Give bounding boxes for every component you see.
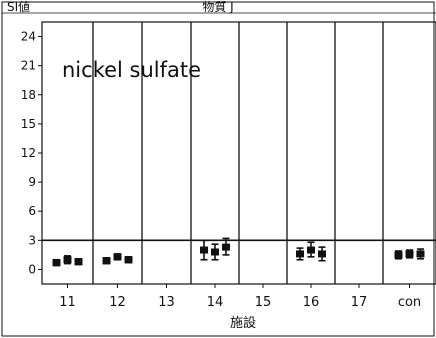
mean-marker: [222, 243, 230, 251]
y-tick-label: 15: [21, 117, 36, 131]
mean-marker: [124, 256, 133, 264]
data-point: [318, 246, 326, 262]
x-tick-label: 15: [255, 295, 272, 310]
data-point: [416, 248, 425, 260]
mean-marker: [296, 250, 304, 258]
x-tick-label: 17: [351, 295, 368, 310]
y-tick-label: 24: [21, 30, 36, 44]
data-point: [113, 253, 122, 261]
y-tick-label: 3: [28, 233, 36, 247]
data-point: [102, 256, 111, 265]
x-tick-label: con: [398, 295, 421, 310]
mean-marker: [211, 248, 219, 256]
x-tick-label: 12: [109, 295, 126, 310]
data-point: [63, 255, 72, 265]
y-tick-label: 18: [21, 88, 36, 102]
mean-marker: [394, 251, 403, 259]
mean-marker: [307, 246, 315, 254]
mean-marker: [318, 250, 326, 258]
data-point: [222, 237, 230, 256]
mean-marker: [416, 250, 425, 258]
y-tick-label: 9: [28, 175, 36, 189]
mean-marker: [63, 256, 72, 264]
x-tick-label: 13: [158, 295, 175, 310]
data-point: [74, 257, 83, 266]
data-point: [296, 247, 304, 261]
data-point: [52, 258, 61, 267]
chart-title: 物質 J: [202, 0, 233, 14]
x-axis-label: 施設: [230, 315, 256, 331]
data-point: [405, 249, 414, 259]
mean-marker: [405, 250, 414, 258]
y-tick-label: 6: [28, 204, 36, 218]
mean-marker: [74, 258, 83, 266]
data-point: [307, 241, 315, 258]
x-tick-label: 16: [303, 295, 320, 310]
y-tick-label: 0: [28, 262, 36, 276]
y-tick-label: 12: [21, 146, 36, 160]
y-tick-label: 21: [21, 59, 36, 73]
mean-marker: [102, 257, 111, 265]
mean-marker: [200, 246, 208, 254]
mean-marker: [113, 253, 122, 261]
data-point: [124, 256, 133, 264]
data-point: [200, 239, 208, 261]
y-axis-label: SI値: [7, 0, 30, 14]
x-tick-label: 14: [207, 295, 224, 310]
chart-annotation: nickel sulfate: [62, 58, 201, 82]
data-point: [211, 243, 219, 261]
data-point: [394, 250, 403, 260]
x-tick-label: 11: [59, 295, 76, 310]
mean-marker: [52, 259, 61, 267]
